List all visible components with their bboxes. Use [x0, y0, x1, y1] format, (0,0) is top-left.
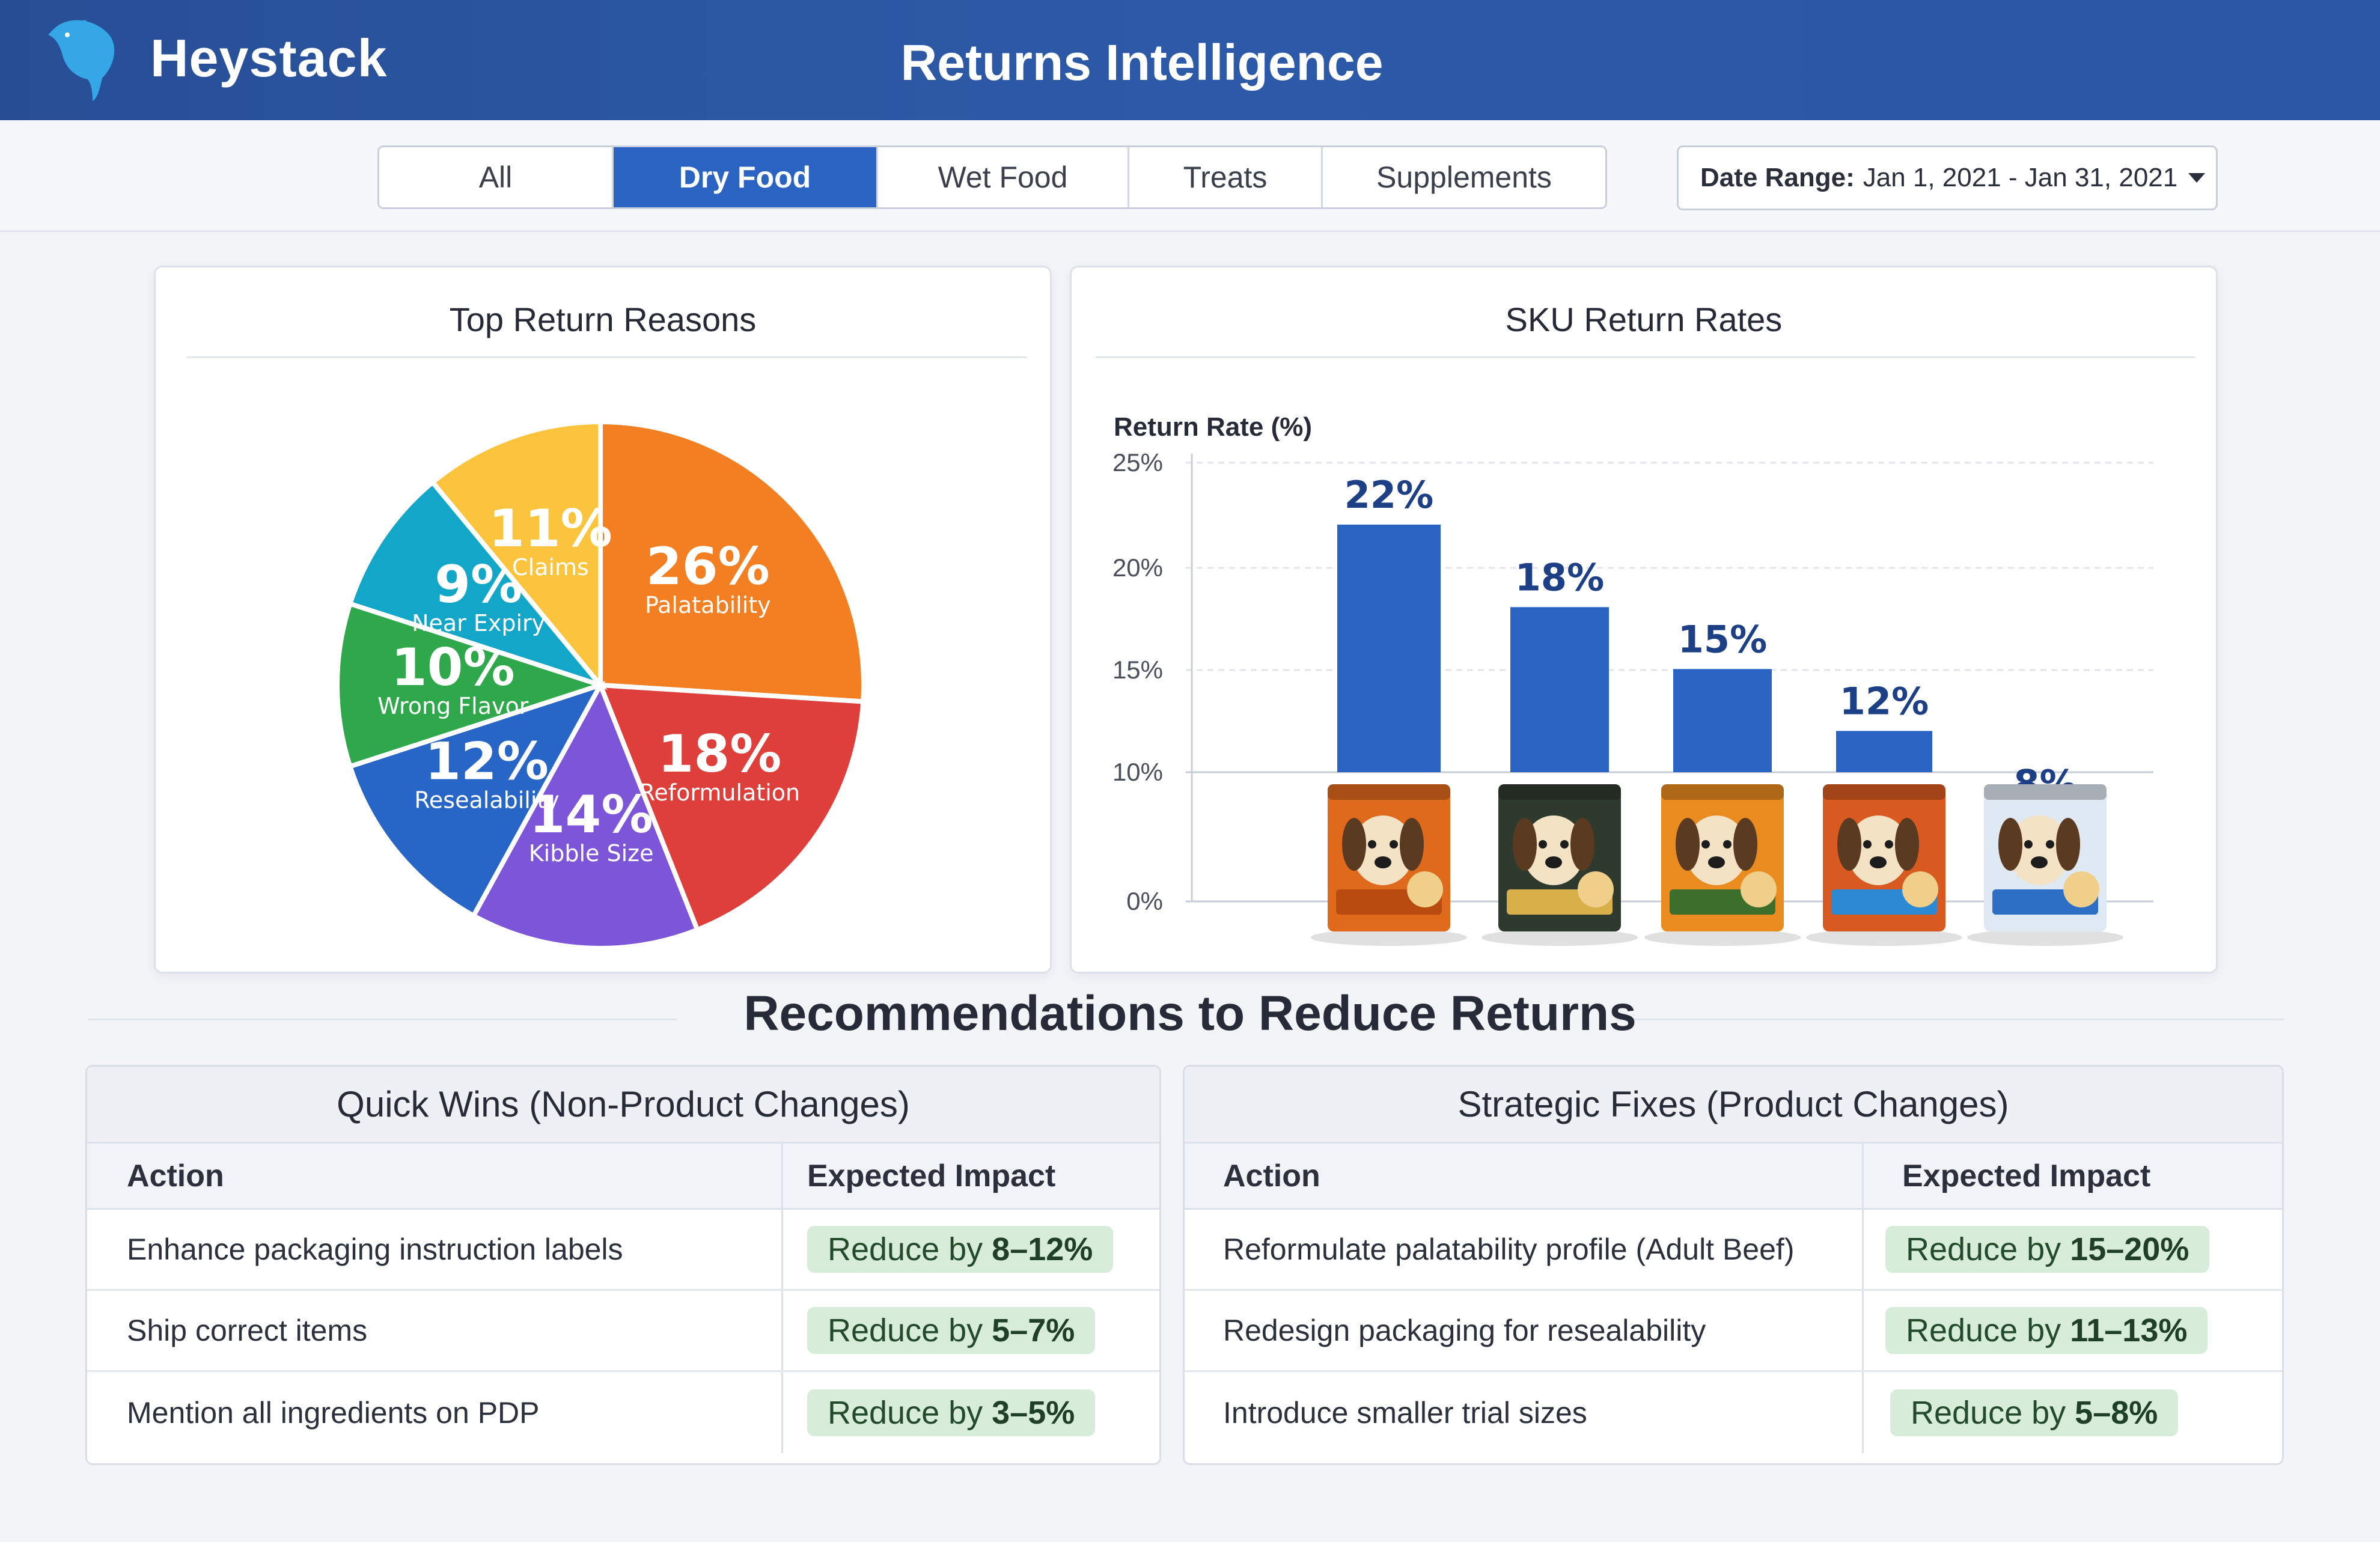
- brand-name: Heystack: [150, 28, 388, 88]
- impact-badge: Reduce by 8–12%: [807, 1226, 1114, 1273]
- pie-slice-reformulation: [596, 682, 866, 933]
- chevron-down-icon: [2188, 173, 2206, 183]
- impact-cell: Reduce by 8–12%: [783, 1210, 1114, 1289]
- action-cell: Enhance packaging instruction labels: [87, 1210, 783, 1289]
- impact-cell: Reduce by 5–7%: [783, 1291, 1096, 1370]
- impact-cell: Reduce by 15–20%: [1864, 1210, 2210, 1289]
- pie-slice-palatability: [598, 419, 866, 704]
- pie-slice-value: 18%: [658, 724, 782, 784]
- impact-badge: Reduce by 11–13%: [1885, 1307, 2208, 1354]
- tab-supplements[interactable]: Supplements: [1376, 160, 1552, 194]
- product-bag-icon: [1644, 784, 1801, 946]
- y-tick-label: 10%: [1112, 758, 1163, 786]
- pie-slice-label: Claims: [512, 554, 589, 581]
- quick-wins-table: Quick Wins (Non-Product Changes) Action …: [85, 1065, 1161, 1465]
- bar-3: [1673, 669, 1772, 772]
- bar-1: [1337, 525, 1441, 772]
- sku-return-rates-bar-chart: Return Rate (%) 25% 20% 15% 10% 0% 22% 18% 15% 12…: [1112, 412, 2153, 946]
- filter-bar: All Dry Food Wet Food Treats Supplements…: [0, 120, 2380, 232]
- impact-badge: Reduce by 15–20%: [1885, 1226, 2210, 1273]
- bar-2: [1510, 607, 1609, 772]
- pie-slice-resealability: [347, 681, 606, 919]
- table-row: Introduce smaller trial sizes Reduce by …: [1185, 1372, 2282, 1453]
- y-tick-label: 25%: [1112, 448, 1163, 477]
- pie-slice-label: Reformulation: [639, 779, 800, 806]
- table-header: Action Expected Impact: [1185, 1144, 2282, 1210]
- pie-slice-label: Palatability: [645, 592, 771, 618]
- column-header-impact: Expected Impact: [1902, 1158, 2151, 1193]
- bar-value-label: 12%: [1840, 679, 1929, 723]
- tab-all[interactable]: All: [379, 147, 614, 207]
- impact-badge: Reduce by 5–8%: [1890, 1389, 2179, 1436]
- pie-slice-value: 11%: [489, 499, 612, 559]
- pie-slice-value: 14%: [529, 785, 653, 845]
- product-bag-icon: [1311, 784, 1467, 946]
- card-divider: [187, 356, 1027, 358]
- pie-slice-near-expiry: [347, 478, 608, 690]
- tab-dry-food[interactable]: Dry Food: [614, 147, 878, 207]
- pie-chart-title: Top Return Reasons: [449, 300, 757, 338]
- action-cell: Mention all ingredients on PDP: [87, 1372, 783, 1453]
- action-cell: Redesign packaging for resealability: [1185, 1291, 1864, 1370]
- pie-slice-claims: [429, 419, 603, 692]
- return-reasons-pie-chart: 26%Palatability 18%Reformulation14%Kibble…: [335, 419, 866, 951]
- pie-slice-value: 26%: [646, 537, 770, 597]
- pie-slice-value: 12%: [425, 731, 549, 791]
- impact-badge: Reduce by 5–7%: [807, 1307, 1096, 1354]
- pie-slice-kibble-size: [470, 679, 701, 951]
- pie-slice-wrong-flavor: [335, 600, 608, 770]
- page-title: Returns Intelligence: [900, 34, 1384, 91]
- column-header-action: Action: [87, 1144, 783, 1208]
- table-row: Ship correct items Reduce by 5–7%: [87, 1291, 1159, 1372]
- bar-4: [1836, 731, 1932, 772]
- table-row: Enhance packaging instruction labels Red…: [87, 1210, 1159, 1291]
- card-divider: [1096, 356, 2195, 358]
- quick-wins-title: Quick Wins (Non-Product Changes): [87, 1067, 1159, 1144]
- dolphin-logo-icon: [48, 20, 115, 101]
- bar-value-label: 18%: [1515, 555, 1604, 599]
- product-bag-icon: [1967, 784, 2123, 946]
- table-header: Action Expected Impact: [87, 1144, 1159, 1210]
- product-bag-icon: [1481, 784, 1638, 946]
- date-range-label: Date Range:: [1700, 163, 1855, 192]
- column-header-impact: Expected Impact: [807, 1158, 1056, 1193]
- date-range-value: Jan 1, 2021 - Jan 31, 2021: [1863, 163, 2178, 192]
- table-row: Redesign packaging for resealability Red…: [1185, 1291, 2282, 1372]
- y-tick-label: 15%: [1112, 656, 1163, 684]
- pie-slice-label: Near Expiry: [412, 610, 545, 636]
- date-range-dropdown[interactable]: Date Range: Jan 1, 2021 - Jan 31, 2021: [1677, 145, 2218, 210]
- column-header-action: Action: [1185, 1144, 1864, 1208]
- top-bar: Heystack Returns Intelligence: [0, 0, 2380, 120]
- tab-wet-food[interactable]: Wet Food: [878, 147, 1129, 207]
- strategic-fixes-title: Strategic Fixes (Product Changes): [1185, 1067, 2282, 1144]
- bar-value-label: 15%: [1678, 617, 1767, 661]
- y-tick-label: 0%: [1126, 887, 1163, 915]
- action-cell: Introduce smaller trial sizes: [1185, 1372, 1864, 1453]
- impact-cell: Reduce by 11–13%: [1864, 1291, 2208, 1370]
- section-divider-right: [1617, 1019, 2284, 1020]
- action-cell: Ship correct items: [87, 1291, 783, 1370]
- top-return-reasons-card: Top Return Reasons 26% Palatability 18% Ref…: [154, 266, 1052, 974]
- impact-cell: Reduce by 3–5%: [783, 1372, 1096, 1453]
- bar-value-label: 22%: [1344, 473, 1433, 517]
- action-cell: Reformulate palatability profile (Adult …: [1185, 1210, 1864, 1289]
- strategic-fixes-table: Strategic Fixes (Product Changes) Action…: [1183, 1065, 2284, 1465]
- recommendations-title: Recommendations to Reduce Returns: [743, 986, 1637, 1041]
- y-tick-label: 20%: [1112, 553, 1163, 582]
- tab-treats[interactable]: Treats: [1129, 147, 1323, 207]
- bar-chart-title: SKU Return Rates: [1505, 300, 1783, 338]
- impact-badge: Reduce by 3–5%: [807, 1389, 1096, 1436]
- product-bag-icon: [1806, 784, 1962, 946]
- category-tabs: All Dry Food Wet Food Treats Supplements: [377, 145, 1607, 209]
- table-row: Reformulate palatability profile (Adult …: [1185, 1210, 2282, 1291]
- pie-slice-label: Kibble Size: [529, 840, 654, 867]
- y-axis-title: Return Rate (%): [1114, 412, 1312, 442]
- pie-slice-label: Resealability: [414, 787, 560, 813]
- pie-slice-label: Wrong Flavor: [377, 693, 529, 719]
- sku-return-rates-card: SKU Return Rates Return Rate (%) 25% 20% 15…: [1070, 266, 2218, 974]
- section-divider-left: [88, 1019, 677, 1020]
- table-row: Mention all ingredients on PDP Reduce by…: [87, 1372, 1159, 1453]
- impact-cell: Reduce by 5–8%: [1864, 1372, 2179, 1453]
